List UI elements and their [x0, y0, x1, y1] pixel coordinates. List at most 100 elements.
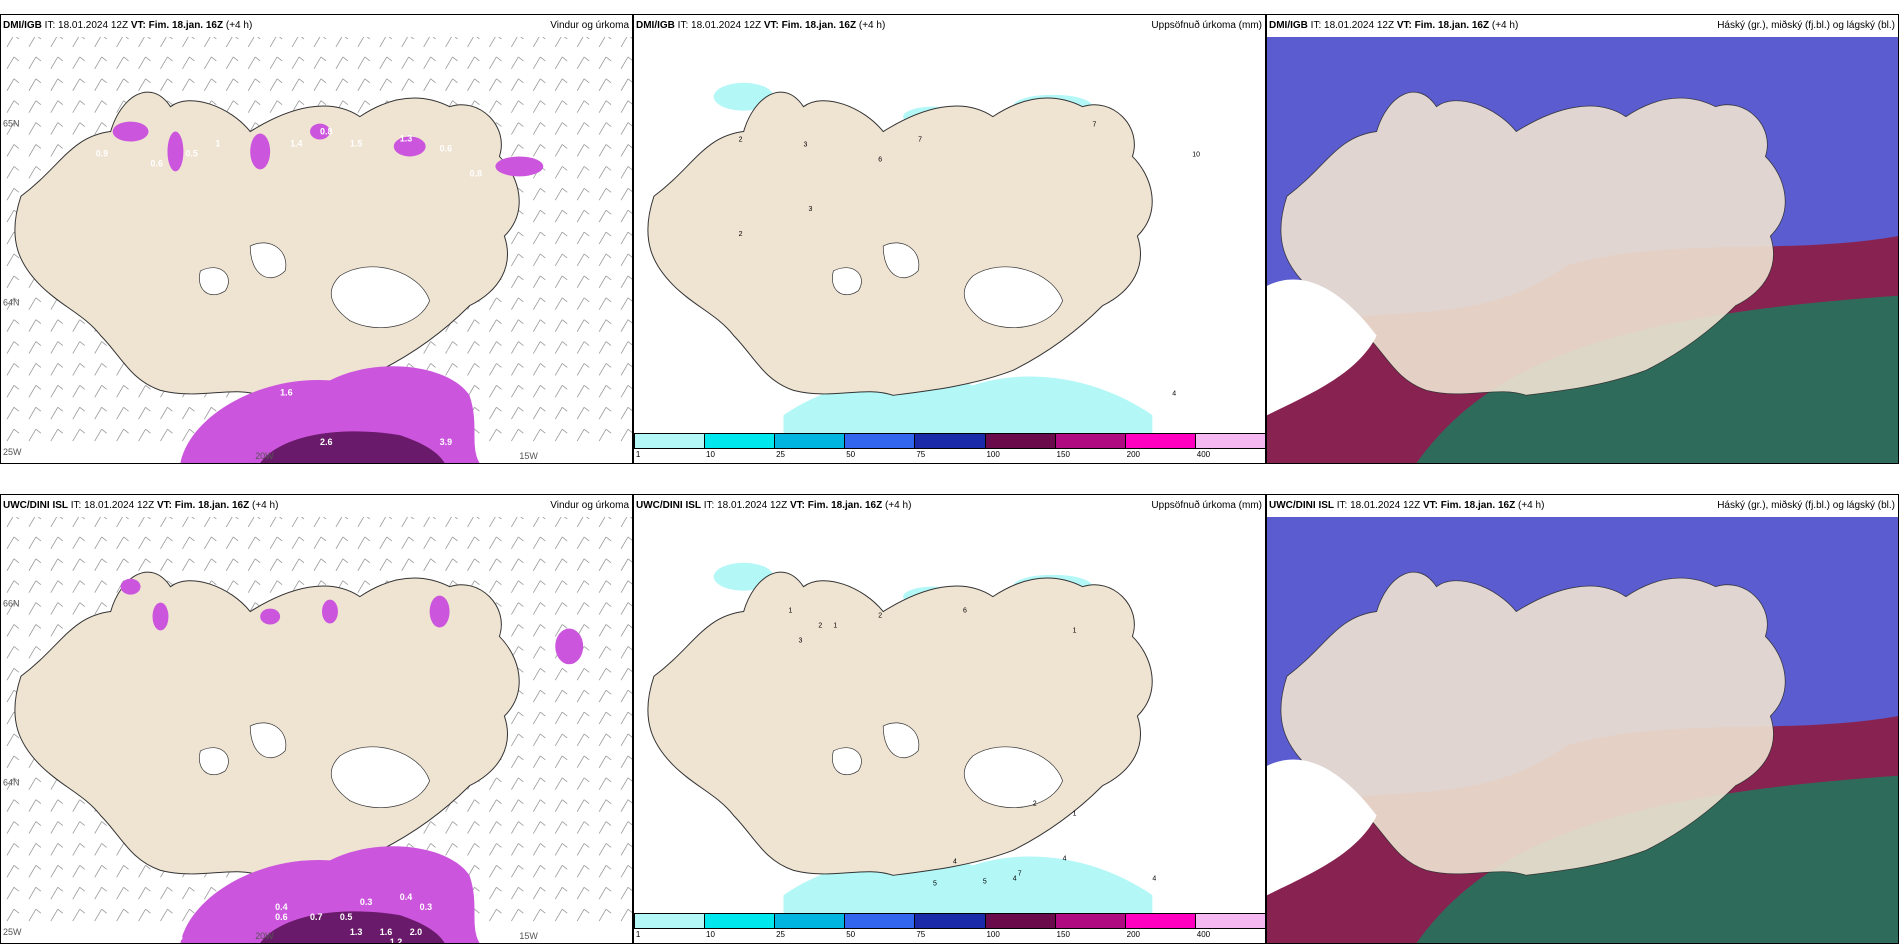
legend-swatch	[914, 433, 986, 449]
legend-swatch	[774, 433, 846, 449]
legend-tick: 25	[776, 450, 786, 459]
value-label: 3	[808, 206, 812, 213]
lead-time: (+4 h)	[223, 20, 253, 31]
clear-sky-area	[1267, 279, 1377, 416]
map-area: 2 3 6 7 10 2 3 4 7	[634, 37, 1265, 463]
iceland-map	[1267, 37, 1898, 463]
legend-swatch	[704, 913, 776, 929]
panel-wind-precip-dmi: DMI/IGB IT: 18.01.2024 12Z VT: Fim. 18.j…	[0, 14, 633, 464]
map-area: 65N 64N 25W 20W 15W 0.9 0.6 0.5 1 1.4 0.8 1.5 1.3 0.6…	[1, 37, 632, 463]
value-label: 3.9	[440, 437, 452, 447]
precip-area	[429, 595, 450, 628]
legend-swatch	[1054, 913, 1126, 929]
legend-tick: 75	[916, 930, 926, 939]
valid-time: VT: Fim. 18.jan. 16Z	[130, 20, 224, 31]
model-source: UWC/DINI ISL	[1269, 500, 1334, 511]
value-label: 7	[1093, 122, 1097, 129]
lat-label: 25W	[3, 447, 22, 457]
value-label: 2.0	[410, 927, 422, 937]
legend-tick: 50	[846, 930, 856, 939]
panel-header: DMI/IGB IT: 18.01.2024 12Z VT: Fim. 18.j…	[1267, 15, 1898, 37]
value-label: 2	[878, 613, 882, 620]
init-time: IT: 18.01.2024 12Z	[1334, 500, 1423, 511]
model-source: DMI/IGB	[1269, 20, 1308, 31]
precip-area	[250, 133, 271, 170]
glacier	[249, 722, 287, 759]
lead-time: (+4 h)	[249, 500, 279, 511]
model-source: UWC/DINI ISL	[636, 500, 701, 511]
value-label: 2	[739, 137, 743, 144]
glacier	[963, 266, 1064, 328]
iceland-map: 65N 64N 25W 20W 15W 0.9 0.6 0.5 1 1.4 0.8 1.5 1.3 0.6…	[3, 37, 632, 463]
value-label: 1.6	[380, 927, 392, 937]
lead-time: (+4 h)	[1489, 20, 1519, 31]
value-label: 0.4	[275, 902, 287, 912]
legend-tick: 200	[1126, 450, 1141, 459]
lead-time: (+4 h)	[882, 500, 912, 511]
value-label: 2	[1033, 801, 1037, 808]
value-label: 1	[833, 622, 837, 629]
value-label: 0.4	[400, 892, 412, 902]
model-source: UWC/DINI ISL	[3, 500, 68, 511]
legend-tick: 150	[1056, 450, 1070, 459]
legend-swatch	[1194, 433, 1265, 449]
panel-title: Háský (gr.), miðský (fj.bl.) og lágský (…	[1717, 500, 1895, 511]
value-label: 1	[1073, 627, 1077, 634]
value-label: 1	[215, 138, 220, 148]
value-label: 4	[1013, 875, 1017, 882]
valid-time: VT: Fim. 18.jan. 16Z	[1422, 500, 1516, 511]
lat-label: 65N	[3, 119, 19, 129]
clear-sky-area	[1267, 759, 1377, 896]
init-time: IT: 18.01.2024 12Z	[701, 500, 790, 511]
value-label: 3	[798, 637, 802, 644]
precip-area	[167, 131, 184, 172]
value-label: 5	[983, 878, 987, 885]
lat-label: 25W	[3, 927, 22, 937]
lat-label: 66N	[3, 599, 19, 609]
panel-title: Vindur og úrkoma	[550, 500, 629, 511]
init-time: IT: 18.01.2024 12Z	[1307, 20, 1397, 31]
value-label: 6	[963, 608, 967, 615]
legend-swatch	[1054, 433, 1126, 449]
legend-tick: 50	[846, 450, 856, 459]
glacier	[832, 747, 862, 776]
legend-tick: 25	[776, 930, 786, 939]
precip-legend: 1 10 25 50 75 100 150 200 400	[634, 433, 1265, 463]
precip-area	[495, 156, 544, 177]
legend-tick: 150	[1056, 930, 1070, 939]
legend-tick: 100	[986, 930, 1000, 939]
value-label: 0.8	[320, 127, 332, 137]
valid-time: VT: Fim. 18.jan. 16Z	[156, 500, 250, 511]
legend-tick: 400	[1196, 450, 1211, 459]
value-label: 1	[1073, 811, 1077, 818]
legend-tick: 1	[635, 930, 641, 939]
value-label: 0.3	[360, 897, 372, 907]
panel-wind-precip-uwc: UWC/DINI ISL IT: 18.01.2024 12Z VT: Fim.…	[0, 494, 633, 944]
precip-area	[260, 911, 445, 943]
map-area	[1267, 517, 1898, 943]
legend-tick: 400	[1196, 930, 1211, 939]
value-label: 0.6	[275, 912, 287, 922]
legend-swatch	[984, 913, 1056, 929]
precip-area	[120, 578, 141, 595]
legend-tick: 10	[706, 930, 715, 939]
valid-time: VT: Fim. 18.jan. 16Z	[763, 20, 857, 31]
iceland-map	[1267, 517, 1898, 943]
legend-swatch	[984, 433, 1056, 449]
value-label: 0.7	[310, 912, 322, 922]
lon-label: 20W	[255, 931, 274, 941]
legend-swatch	[1124, 433, 1196, 449]
precip-area	[152, 602, 169, 631]
panel-header: UWC/DINI ISL IT: 18.01.2024 12Z VT: Fim.…	[634, 495, 1265, 517]
value-label: 1	[789, 608, 793, 615]
value-label: 1.2	[390, 937, 402, 943]
valid-time: VT: Fim. 18.jan. 16Z	[789, 500, 883, 511]
legend-swatch	[774, 913, 846, 929]
panel-title: Uppsöfnuð úrkoma (mm)	[1151, 20, 1262, 31]
high-cloud-area	[1416, 775, 1898, 943]
precip-area	[321, 599, 338, 624]
init-time: IT: 18.01.2024 12Z	[68, 500, 157, 511]
value-label: 0.9	[96, 148, 108, 158]
value-label: 0.3	[420, 902, 432, 912]
